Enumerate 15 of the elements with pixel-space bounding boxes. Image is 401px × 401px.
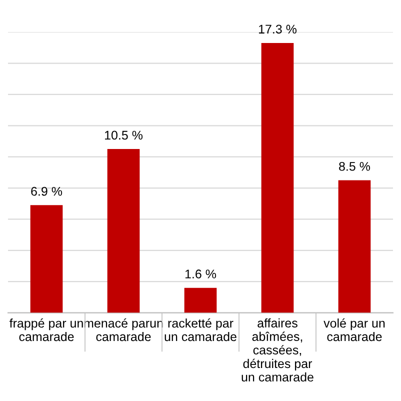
bar bbox=[30, 205, 63, 313]
data-label: 1.6 % bbox=[185, 270, 216, 278]
bar bbox=[107, 149, 140, 313]
x-tick-label: affaires abîmées, cassées, détruites par un camarade bbox=[242, 318, 314, 382]
data-label: 17.3 % bbox=[258, 24, 297, 34]
data-label: 10.5 % bbox=[105, 130, 143, 140]
x-tick-label: menacé parun camarade bbox=[84, 318, 163, 342]
x-tick-label: frappé par un camarade bbox=[10, 318, 83, 342]
bar bbox=[338, 180, 371, 313]
data-label: 8.5 % bbox=[339, 162, 370, 171]
bar bbox=[261, 42, 294, 313]
bar bbox=[184, 288, 217, 313]
x-tick-label: volé par un camarade bbox=[324, 318, 385, 342]
data-label: 6.9 % bbox=[31, 186, 62, 196]
x-tick-label: racketté par un camarade bbox=[164, 318, 236, 342]
